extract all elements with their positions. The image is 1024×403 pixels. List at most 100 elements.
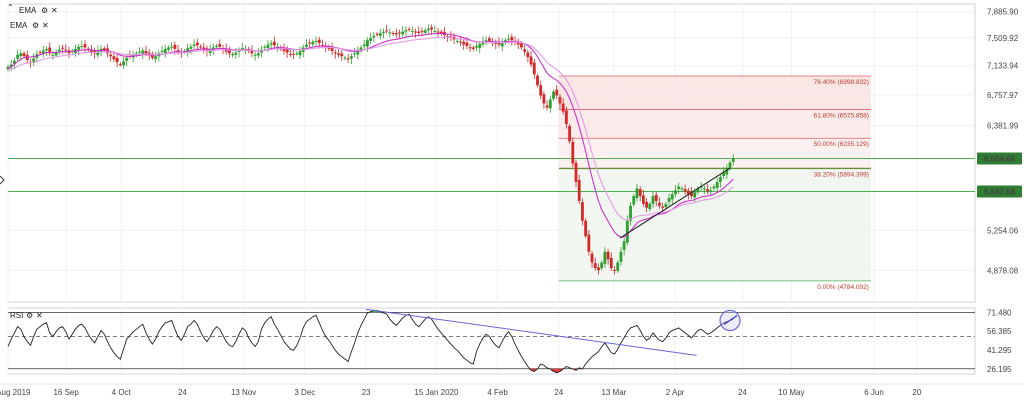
ema-label-2[interactable]: EMA <box>10 21 28 30</box>
candle-body[interactable] <box>638 189 642 197</box>
ema-label-1[interactable]: EMA <box>19 6 37 15</box>
candle-body[interactable] <box>507 38 511 40</box>
ema-line-2[interactable] <box>7 36 734 221</box>
candle-body[interactable] <box>558 96 562 104</box>
close-icon[interactable]: ✕ <box>42 21 49 30</box>
left-scroll-marker[interactable] <box>0 175 5 185</box>
rsi-line[interactable] <box>7 310 734 374</box>
candle-body[interactable] <box>388 32 392 34</box>
candle-body[interactable] <box>484 40 488 42</box>
candle-body[interactable] <box>112 56 116 60</box>
candle-body[interactable] <box>170 46 174 48</box>
candle-body[interactable] <box>253 54 257 56</box>
candle-body[interactable] <box>722 172 726 176</box>
candle-body[interactable] <box>122 61 125 66</box>
candle-body[interactable] <box>90 49 93 52</box>
candle-body[interactable] <box>497 42 501 45</box>
candle-body[interactable] <box>366 40 369 47</box>
candle-body[interactable] <box>696 188 700 193</box>
candle-body[interactable] <box>420 31 424 33</box>
candle-body[interactable] <box>680 188 684 190</box>
candle-body[interactable] <box>410 30 414 32</box>
candle-body[interactable] <box>715 181 719 188</box>
candle-body[interactable] <box>597 267 600 271</box>
candle-body[interactable] <box>54 51 58 56</box>
candle-body[interactable] <box>645 201 649 208</box>
candle-body[interactable] <box>269 43 273 45</box>
rsi-panel[interactable]: 71.480 56.385 41.295 26.195 <box>7 307 1012 375</box>
candle-body[interactable] <box>163 48 167 54</box>
candle-body[interactable] <box>333 52 337 54</box>
candle-body[interactable] <box>433 30 437 32</box>
candle-body[interactable] <box>712 186 716 189</box>
close-icon[interactable]: ✕ <box>51 6 58 15</box>
candle-body[interactable] <box>590 253 594 263</box>
candle-body[interactable] <box>439 31 443 34</box>
candle-body[interactable] <box>369 38 373 41</box>
candle-body[interactable] <box>683 189 687 192</box>
candle-body[interactable] <box>670 194 674 200</box>
candle-body[interactable] <box>346 58 350 60</box>
ema-line-1[interactable] <box>7 32 734 238</box>
candle-body[interactable] <box>539 85 543 96</box>
candle-body[interactable] <box>552 91 555 99</box>
candle-body[interactable] <box>516 42 520 45</box>
candle-body[interactable] <box>616 262 620 271</box>
candle-body[interactable] <box>571 141 575 164</box>
candle-body[interactable] <box>141 50 145 54</box>
collapse-icon[interactable]: ⌃ <box>7 3 14 12</box>
candle-body[interactable] <box>725 167 729 175</box>
candle-body[interactable] <box>564 110 568 125</box>
candle-body[interactable] <box>353 53 356 55</box>
candle-body[interactable] <box>455 40 459 42</box>
candle-body[interactable] <box>401 31 405 35</box>
candle-body[interactable] <box>272 41 276 46</box>
candle-body[interactable] <box>619 251 623 262</box>
candle-body[interactable] <box>48 47 52 54</box>
candle-body[interactable] <box>520 43 523 48</box>
candle-body[interactable] <box>330 46 334 52</box>
candle-body[interactable] <box>587 234 591 252</box>
candle-body[interactable] <box>311 41 315 45</box>
candle-body[interactable] <box>32 58 36 63</box>
candle-body[interactable] <box>584 220 588 236</box>
candle-body[interactable] <box>45 48 48 51</box>
support-trendline[interactable] <box>619 167 731 239</box>
candle-body[interactable] <box>64 49 68 51</box>
candle-body[interactable] <box>192 44 196 47</box>
candle-body[interactable] <box>13 60 16 64</box>
candle-body[interactable] <box>459 41 462 43</box>
candle-body[interactable] <box>709 190 713 192</box>
candle-body[interactable] <box>83 44 87 48</box>
candle-body[interactable] <box>218 44 222 47</box>
candle-body[interactable] <box>529 56 533 65</box>
candle-body[interactable] <box>462 41 466 45</box>
close-icon[interactable]: ✕ <box>36 311 43 320</box>
candle-body[interactable] <box>606 251 610 260</box>
candle-body[interactable] <box>362 44 366 47</box>
candle-body[interactable] <box>600 262 604 269</box>
candle-body[interactable] <box>61 47 64 49</box>
candle-body[interactable] <box>625 220 629 243</box>
candle-body[interactable] <box>9 64 13 68</box>
candle-body[interactable] <box>468 47 472 49</box>
candle-body[interactable] <box>167 47 170 50</box>
candle-body[interactable] <box>693 192 697 198</box>
candle-body[interactable] <box>719 177 722 182</box>
candle-body[interactable] <box>677 186 681 190</box>
candle-body[interactable] <box>728 162 732 169</box>
candle-body[interactable] <box>635 188 639 199</box>
candle-body[interactable] <box>478 43 482 48</box>
candle-body[interactable] <box>661 206 665 208</box>
candle-body[interactable] <box>500 42 504 47</box>
candle-body[interactable] <box>487 38 491 41</box>
candle-body[interactable] <box>385 30 389 32</box>
candle-body[interactable] <box>536 75 539 86</box>
candle-body[interactable] <box>266 44 270 49</box>
candle-body[interactable] <box>404 30 408 32</box>
candle-body[interactable] <box>674 190 677 195</box>
candle-body[interactable] <box>417 31 421 34</box>
candle-body[interactable] <box>288 53 292 55</box>
candle-body[interactable] <box>686 190 690 195</box>
candle-body[interactable] <box>176 50 180 52</box>
